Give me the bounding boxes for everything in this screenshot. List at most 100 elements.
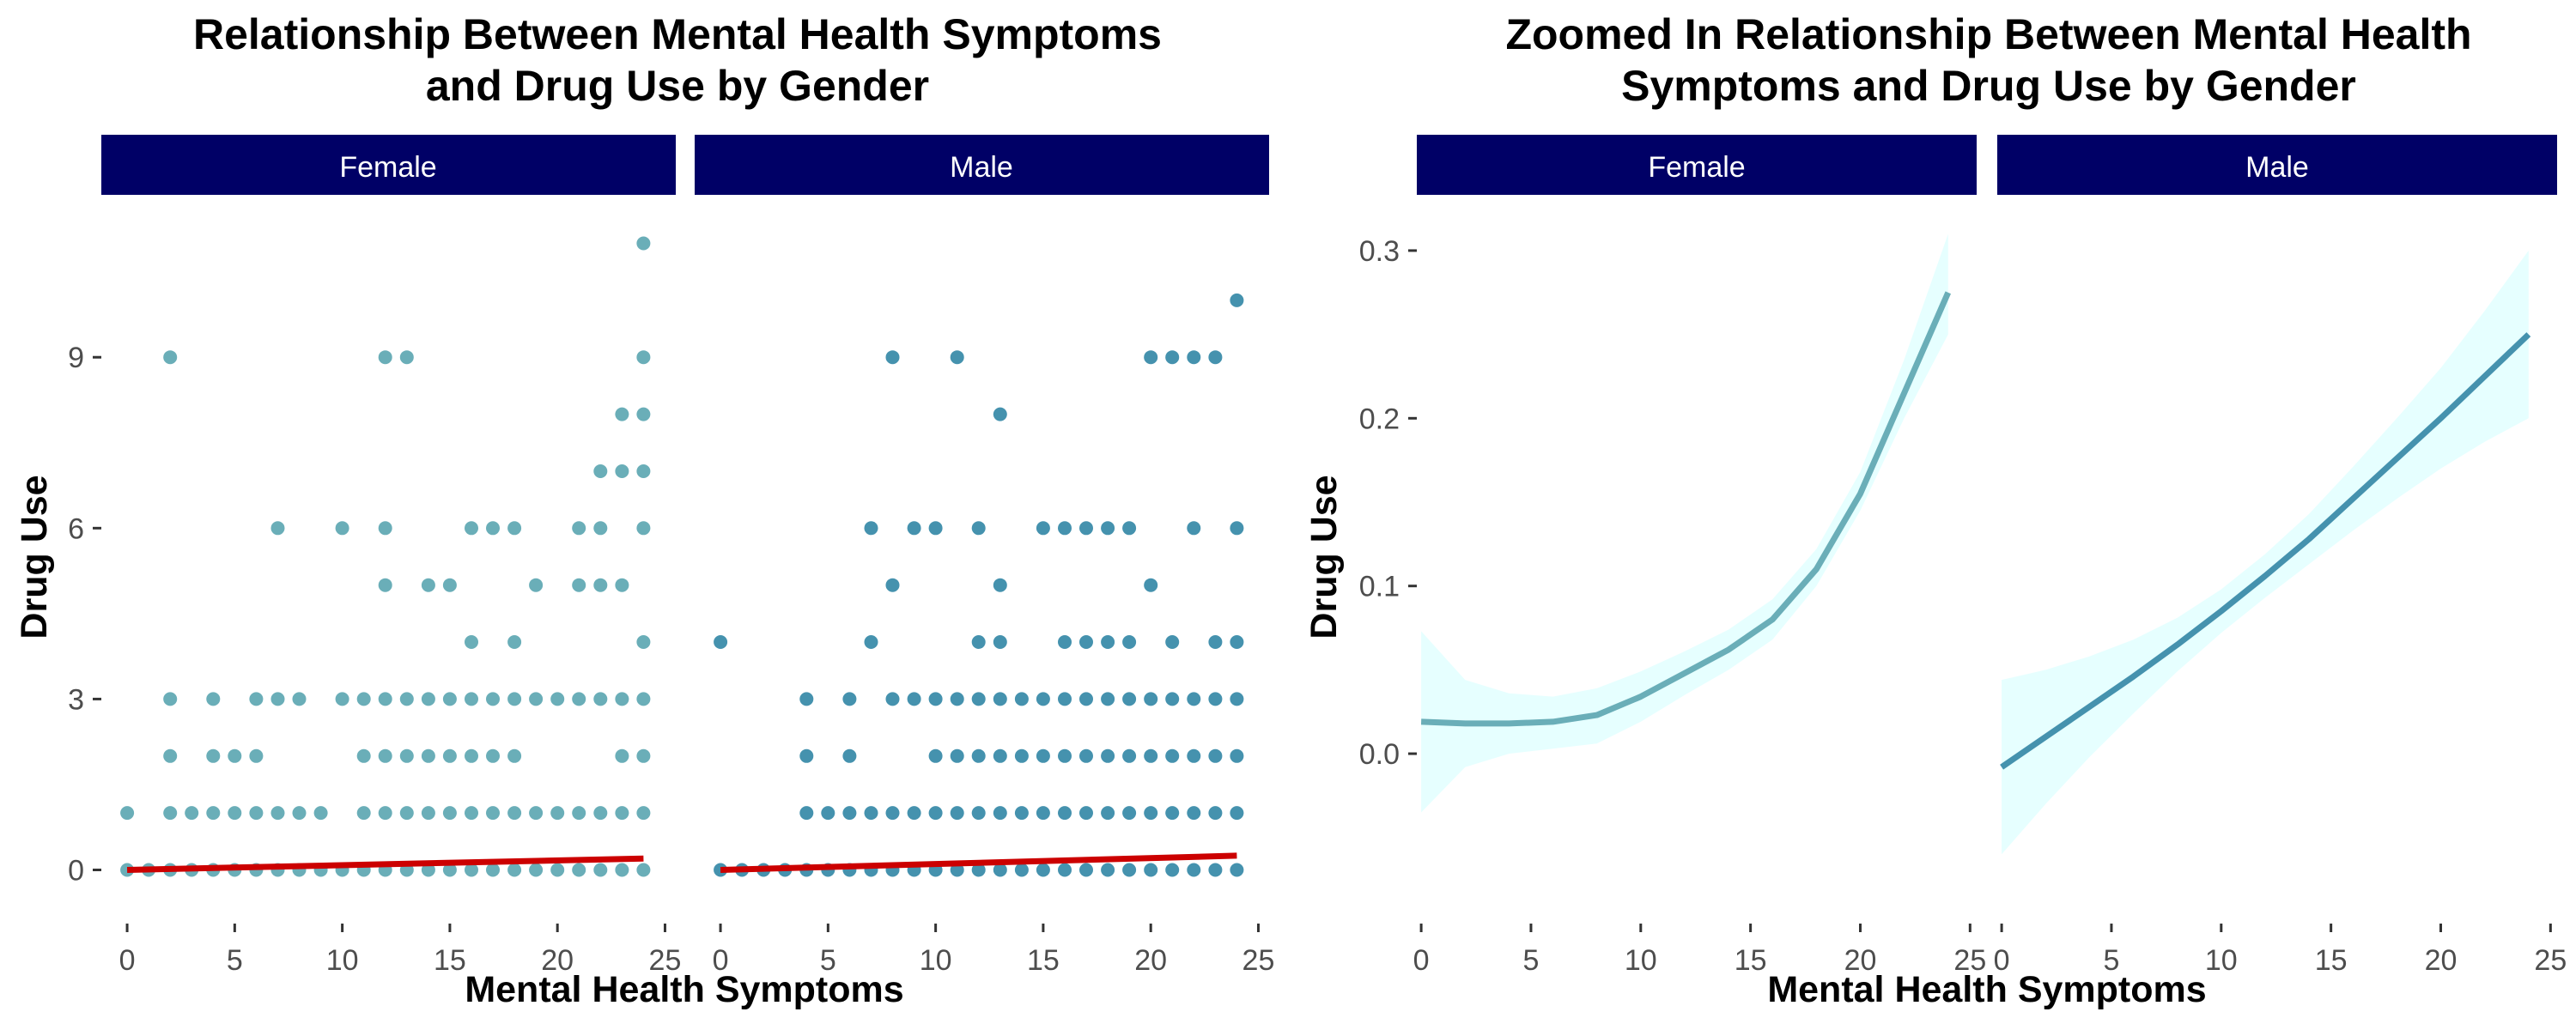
point-male: [993, 806, 1007, 821]
point-female: [572, 521, 586, 536]
point-male: [1079, 863, 1093, 877]
point-male: [1036, 692, 1050, 706]
point-female: [636, 350, 651, 365]
point-female: [486, 521, 500, 536]
chart-1-x-axis-label: Mental Health Symptoms: [465, 969, 903, 1010]
chart-1-y-axis-label: Drug Use: [14, 475, 55, 639]
point-female: [270, 692, 285, 706]
y-tick-label: 0.2: [1359, 403, 1400, 435]
point-male: [1208, 635, 1223, 649]
y-tick-label: 6: [68, 512, 84, 545]
chart-2-strip-female-label: Female: [1648, 151, 1745, 184]
point-female: [399, 350, 414, 365]
point-male: [1014, 748, 1029, 763]
point-male: [821, 806, 835, 821]
point-female: [615, 806, 629, 821]
point-male: [1230, 521, 1244, 536]
point-male: [950, 748, 964, 763]
point-female: [249, 748, 264, 763]
point-male: [799, 748, 814, 763]
chart-1-title-line-2: and Drug Use by Gender: [426, 62, 929, 110]
point-female: [507, 748, 522, 763]
x-tick-label: 0: [1413, 944, 1430, 977]
point-male: [993, 692, 1007, 706]
point-female: [399, 806, 414, 821]
point-female: [421, 748, 435, 763]
point-female: [550, 806, 565, 821]
point-female: [442, 692, 457, 706]
trend-line-male: [720, 852, 1237, 873]
point-female: [378, 521, 392, 536]
point-female: [572, 578, 586, 592]
point-male: [1187, 692, 1201, 706]
y-tick-label: 3: [68, 683, 84, 716]
chart-1: Relationship Between Mental Health Sympt…: [14, 10, 1274, 1010]
point-female: [550, 863, 565, 877]
point-male: [971, 692, 986, 706]
smooth-line-male: [2000, 332, 2531, 770]
point-male: [1208, 806, 1223, 821]
chart-2-title-line-2: Symptoms and Drug Use by Gender: [1621, 62, 2356, 110]
confidence-band-male: [2002, 250, 2529, 855]
x-tick-label: 25: [649, 944, 682, 977]
point-male: [1014, 692, 1029, 706]
point-female: [120, 806, 135, 821]
point-female: [335, 521, 349, 536]
chart-2-x-axis-female: 0 5 10 15 20 25: [1413, 924, 1986, 977]
point-male: [1122, 806, 1137, 821]
point-female: [465, 635, 478, 649]
point-female: [636, 635, 651, 649]
point-female: [421, 578, 435, 592]
x-tick-label: 25: [1242, 944, 1275, 977]
point-male: [993, 748, 1007, 763]
point-female: [593, 578, 608, 592]
point-female: [249, 806, 264, 821]
point-male: [1165, 350, 1180, 365]
point-female: [486, 692, 500, 706]
point-female: [356, 692, 371, 706]
point-male: [1144, 748, 1158, 763]
point-male: [1101, 521, 1115, 536]
chart-1-strip-female: [101, 135, 676, 195]
x-tick-label: 0: [713, 944, 729, 977]
point-female: [442, 863, 457, 877]
point-female: [636, 806, 651, 821]
point-male: [1101, 748, 1115, 763]
point-male: [1101, 806, 1115, 821]
point-female: [529, 806, 544, 821]
point-female: [465, 863, 478, 877]
chart-2-y-axis: 0.0 0.1 0.2 0.3: [1359, 235, 1417, 771]
point-female: [442, 578, 457, 592]
point-male: [842, 748, 857, 763]
point-female: [378, 806, 392, 821]
chart-1-strip-female-label: Female: [339, 151, 436, 184]
point-male: [950, 692, 964, 706]
x-tick-label: 5: [820, 944, 836, 977]
point-male: [1079, 692, 1093, 706]
point-male: [1122, 635, 1137, 649]
point-male: [1058, 806, 1072, 821]
point-male: [1014, 863, 1029, 877]
point-male: [993, 407, 1007, 421]
point-male: [885, 578, 900, 592]
point-female: [529, 578, 544, 592]
chart-2: Zoomed In Relationship Between Mental He…: [1303, 10, 2567, 1010]
chart-2-strip-female: [1417, 135, 1977, 195]
chart-1-panel-female: [120, 236, 651, 877]
point-female: [507, 635, 522, 649]
point-male: [971, 635, 986, 649]
point-male: [1230, 806, 1244, 821]
chart-2-panel-male: [2000, 250, 2531, 855]
point-female: [465, 521, 478, 536]
point-female: [249, 692, 264, 706]
point-female: [313, 806, 328, 821]
point-female: [292, 806, 307, 821]
point-male: [907, 692, 921, 706]
point-female: [421, 806, 435, 821]
point-female: [356, 748, 371, 763]
point-female: [529, 692, 544, 706]
point-female: [486, 863, 500, 877]
point-male: [1230, 635, 1244, 649]
y-tick-label: 0.1: [1359, 571, 1400, 603]
point-female: [378, 692, 392, 706]
